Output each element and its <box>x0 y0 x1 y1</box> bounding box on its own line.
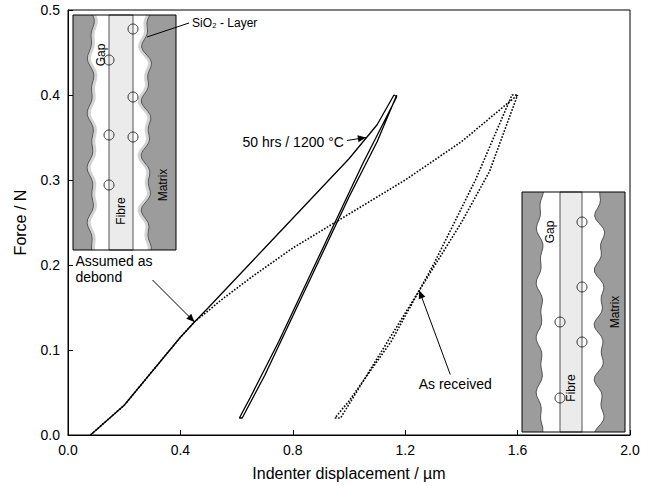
svg-text:debond: debond <box>75 269 122 285</box>
svg-text:1.2: 1.2 <box>395 442 415 458</box>
svg-text:0.0: 0.0 <box>58 442 78 458</box>
svg-text:Matrix: Matrix <box>608 296 622 329</box>
svg-text:0.5: 0.5 <box>41 2 61 18</box>
svg-text:Force / N: Force / N <box>12 190 29 256</box>
svg-text:0.1: 0.1 <box>41 342 61 358</box>
svg-text:0.2: 0.2 <box>41 257 61 273</box>
svg-text:Assumed as: Assumed as <box>75 253 152 269</box>
svg-text:0.4: 0.4 <box>171 442 191 458</box>
svg-text:1.6: 1.6 <box>508 442 528 458</box>
svg-text:Fibre: Fibre <box>114 197 128 225</box>
svg-text:0.0: 0.0 <box>41 427 61 443</box>
svg-text:Fibre: Fibre <box>564 374 578 402</box>
svg-text:SiO₂ - Layer: SiO₂ - Layer <box>192 16 257 30</box>
svg-text:50 hrs / 1200 °C: 50 hrs / 1200 °C <box>243 134 344 150</box>
svg-text:As received: As received <box>419 376 492 392</box>
svg-text:0.8: 0.8 <box>283 442 303 458</box>
svg-text:Gap: Gap <box>543 220 557 243</box>
svg-text:Indenter displacement / µm: Indenter displacement / µm <box>252 465 445 482</box>
svg-text:0.4: 0.4 <box>41 87 61 103</box>
svg-text:2.0: 2.0 <box>620 442 640 458</box>
svg-text:Matrix: Matrix <box>156 169 170 202</box>
svg-text:Gap: Gap <box>94 43 108 66</box>
svg-text:0.3: 0.3 <box>41 172 61 188</box>
